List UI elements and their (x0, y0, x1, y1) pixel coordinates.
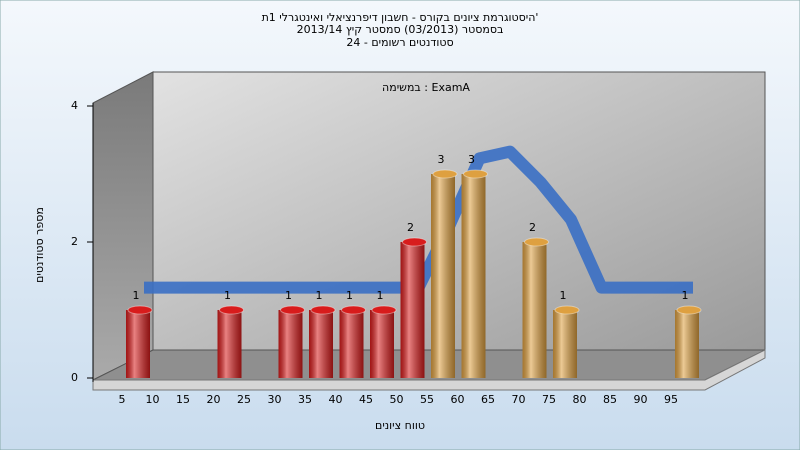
x-tick-label: 5 (119, 393, 126, 406)
x-tick-label: 20 (207, 393, 221, 406)
bar-shine (126, 310, 150, 378)
data-label: 2 (529, 221, 536, 234)
x-tick-label: 55 (420, 393, 434, 406)
bar-shine (461, 174, 486, 378)
floor (92, 349, 766, 381)
y-tick-label: 4 (71, 99, 78, 112)
title-line: סטודנטים רשומים - 24 (346, 36, 453, 49)
x-axis-label: טווח ציונים (375, 419, 425, 432)
bar-shine (339, 310, 364, 378)
data-label: 1 (316, 289, 323, 302)
x-tick-label: 80 (573, 393, 587, 406)
data-label: 1 (560, 289, 567, 302)
x-tick-label: 50 (390, 393, 404, 406)
bar-shine (400, 242, 425, 378)
x-tick-label: 65 (481, 393, 495, 406)
bar-cap (371, 305, 397, 315)
x-tick-label: 40 (329, 393, 343, 406)
y-tick-label: 0 (71, 371, 78, 384)
data-label: 3 (438, 153, 445, 166)
x-tick-label: 90 (634, 393, 648, 406)
floor-edge (92, 349, 766, 391)
data-label: 2 (407, 221, 414, 234)
x-tick-label: 60 (451, 393, 465, 406)
x-tick-label: 30 (268, 393, 282, 406)
bar-shine (553, 310, 577, 378)
bar-shine (278, 310, 303, 378)
x-tick-label: 25 (237, 393, 251, 406)
x-tick-label: 35 (298, 393, 312, 406)
title-line: בסמסטר (03/2013) סמסטר קיץ 2013/14 (297, 23, 504, 36)
bar-shine (370, 310, 394, 378)
bar-cap (524, 237, 549, 247)
bar-shine (522, 242, 547, 378)
bar-cap (676, 305, 702, 315)
bar-shine (217, 310, 242, 378)
data-label: 1 (133, 289, 140, 302)
bar-cap (341, 305, 366, 315)
bar-shine (431, 174, 455, 378)
bar-cap (402, 237, 427, 247)
title-line: היסטוגרמת ציונים בקורס - חשבון דיפרנציאל… (262, 11, 539, 24)
annotation: במשימה : ExamA (382, 81, 470, 94)
y-tick-label: 2 (71, 235, 78, 248)
x-tick-label: 85 (603, 393, 617, 406)
bar-cap (310, 305, 336, 315)
x-tick-label: 10 (146, 393, 160, 406)
bar-shine (309, 310, 333, 378)
data-label: 1 (346, 289, 353, 302)
x-tick-label: 45 (359, 393, 373, 406)
bar-cap (127, 305, 153, 315)
x-tick-label: 95 (664, 393, 678, 406)
data-label: 1 (682, 289, 689, 302)
data-label: 1 (224, 289, 231, 302)
x-tick-label: 70 (512, 393, 526, 406)
bar-shine (675, 310, 699, 378)
bar-cap (554, 305, 580, 315)
x-tick-label: 15 (176, 393, 190, 406)
data-label: 1 (377, 289, 384, 302)
bar-cap (463, 169, 488, 179)
bar-cap (432, 169, 458, 179)
data-label: 3 (468, 153, 475, 166)
bar-cap (219, 305, 244, 315)
bar-cap (280, 305, 305, 315)
y-axis-label: מספר סטודנטים (33, 207, 46, 283)
data-label: 1 (285, 289, 292, 302)
x-tick-label: 75 (542, 393, 556, 406)
